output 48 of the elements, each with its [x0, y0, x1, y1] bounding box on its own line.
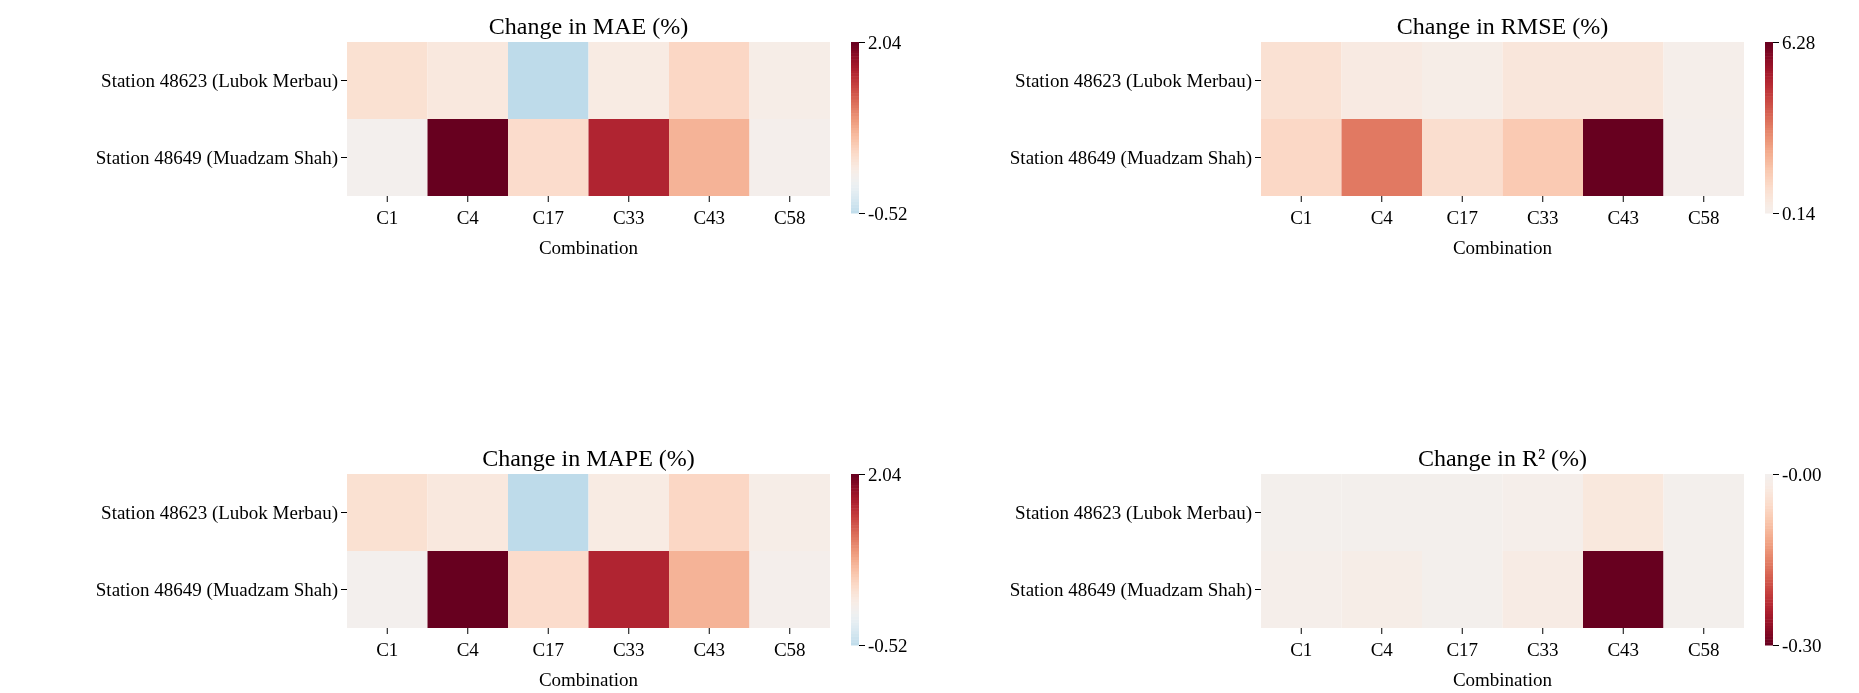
chart-title: Change in MAPE (%) [482, 445, 695, 471]
x-tick-label: C58 [1687, 639, 1720, 660]
color-bar-label: 0.14 [1782, 202, 1816, 224]
x-axis-title: Combination [1452, 237, 1553, 258]
x-tick-label: C1 [1290, 639, 1313, 660]
x-tick-label: C4 [1370, 207, 1394, 228]
chart-title: Change in RMSE (%) [1396, 13, 1609, 39]
x-tick-label: C1 [376, 639, 399, 660]
x-tick-label: C33 [612, 207, 645, 228]
y-tick-label: Station 48649 (Muadzam Shah) [95, 146, 338, 169]
x-tick-label: C58 [773, 207, 806, 228]
chart-title: Change in R² (%) [1417, 445, 1588, 471]
x-tick-label: C43 [693, 207, 726, 228]
y-tick-label: Station 48649 (Muadzam Shah) [1009, 578, 1252, 601]
color-bar-label: -0.00 [1782, 463, 1822, 485]
chart-title: Change in MAE (%) [488, 13, 689, 39]
color-bar-label: 6.28 [1782, 31, 1816, 53]
color-bar-label: 2.04 [868, 463, 902, 485]
y-tick-label: Station 48649 (Muadzam Shah) [1009, 146, 1252, 169]
x-axis-title: Combination [538, 669, 639, 690]
x-axis-title: Combination [538, 237, 639, 258]
y-tick-label: Station 48649 (Muadzam Shah) [95, 578, 338, 601]
x-tick-label: C4 [1370, 639, 1394, 660]
x-tick-label: C43 [1607, 639, 1640, 660]
color-bar-label: 2.04 [868, 31, 902, 53]
x-tick-label: C43 [693, 639, 726, 660]
x-tick-label: C17 [1446, 207, 1479, 228]
x-tick-label: C4 [456, 207, 480, 228]
x-tick-label: C1 [1290, 207, 1313, 228]
y-tick-label: Station 48623 (Lubok Merbau) [101, 501, 338, 524]
x-tick-label: C33 [1526, 207, 1559, 228]
x-axis-title: Combination [1452, 669, 1553, 690]
x-tick-label: C43 [1607, 207, 1640, 228]
x-tick-label: C58 [1687, 207, 1720, 228]
x-tick-label: C17 [532, 639, 565, 660]
y-tick-label: Station 48623 (Lubok Merbau) [1015, 69, 1252, 92]
x-tick-label: C33 [1526, 639, 1559, 660]
x-tick-label: C1 [376, 207, 399, 228]
x-tick-label: C17 [1446, 639, 1479, 660]
x-tick-label: C17 [532, 207, 565, 228]
x-tick-label: C58 [773, 639, 806, 660]
y-tick-label: Station 48623 (Lubok Merbau) [101, 69, 338, 92]
x-tick-label: C33 [612, 639, 645, 660]
color-bar-label: -0.52 [868, 634, 908, 656]
color-bar-label: -0.30 [1782, 634, 1822, 656]
x-tick-label: C4 [456, 639, 480, 660]
color-bar-label: -0.52 [868, 202, 908, 224]
y-tick-label: Station 48623 (Lubok Merbau) [1015, 501, 1252, 524]
